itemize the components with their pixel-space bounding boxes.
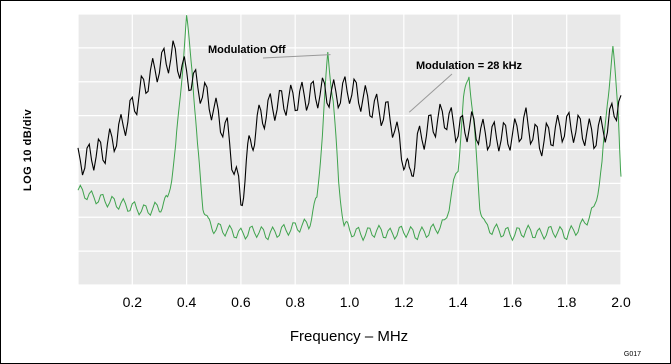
series-layer [77, 15, 622, 242]
grid [77, 13, 622, 286]
series-modulation-28khz [77, 40, 622, 207]
x-tick-label: 0.6 [231, 294, 251, 310]
x-tick-label: 1.0 [339, 294, 360, 310]
annotation-leader-line [262, 54, 331, 59]
x-tick-label: 1.6 [502, 294, 523, 310]
series-modulation-off [77, 15, 622, 242]
annotation-modulation-28khz: Modulation = 28 kHz [416, 60, 523, 72]
annotation-modulation-off: Modulation Off [208, 44, 286, 56]
x-tick-label: 0.2 [122, 294, 143, 310]
y-axis-label: LOG 10 dB/div [22, 108, 34, 192]
x-tick-label: 0.8 [285, 294, 305, 310]
annotation-leader-line [408, 73, 453, 113]
x-tick-label: 0.4 [176, 294, 197, 310]
x-axis-label: Frequency – MHz [289, 328, 409, 345]
annotation-lines [262, 54, 453, 113]
x-tick-label: 2.0 [611, 294, 631, 310]
figure-id: G017 [623, 351, 641, 358]
x-tick-label: 1.8 [556, 294, 577, 310]
x-tick-label: 1.4 [448, 294, 468, 310]
x-tick-label: 1.2 [394, 294, 414, 310]
